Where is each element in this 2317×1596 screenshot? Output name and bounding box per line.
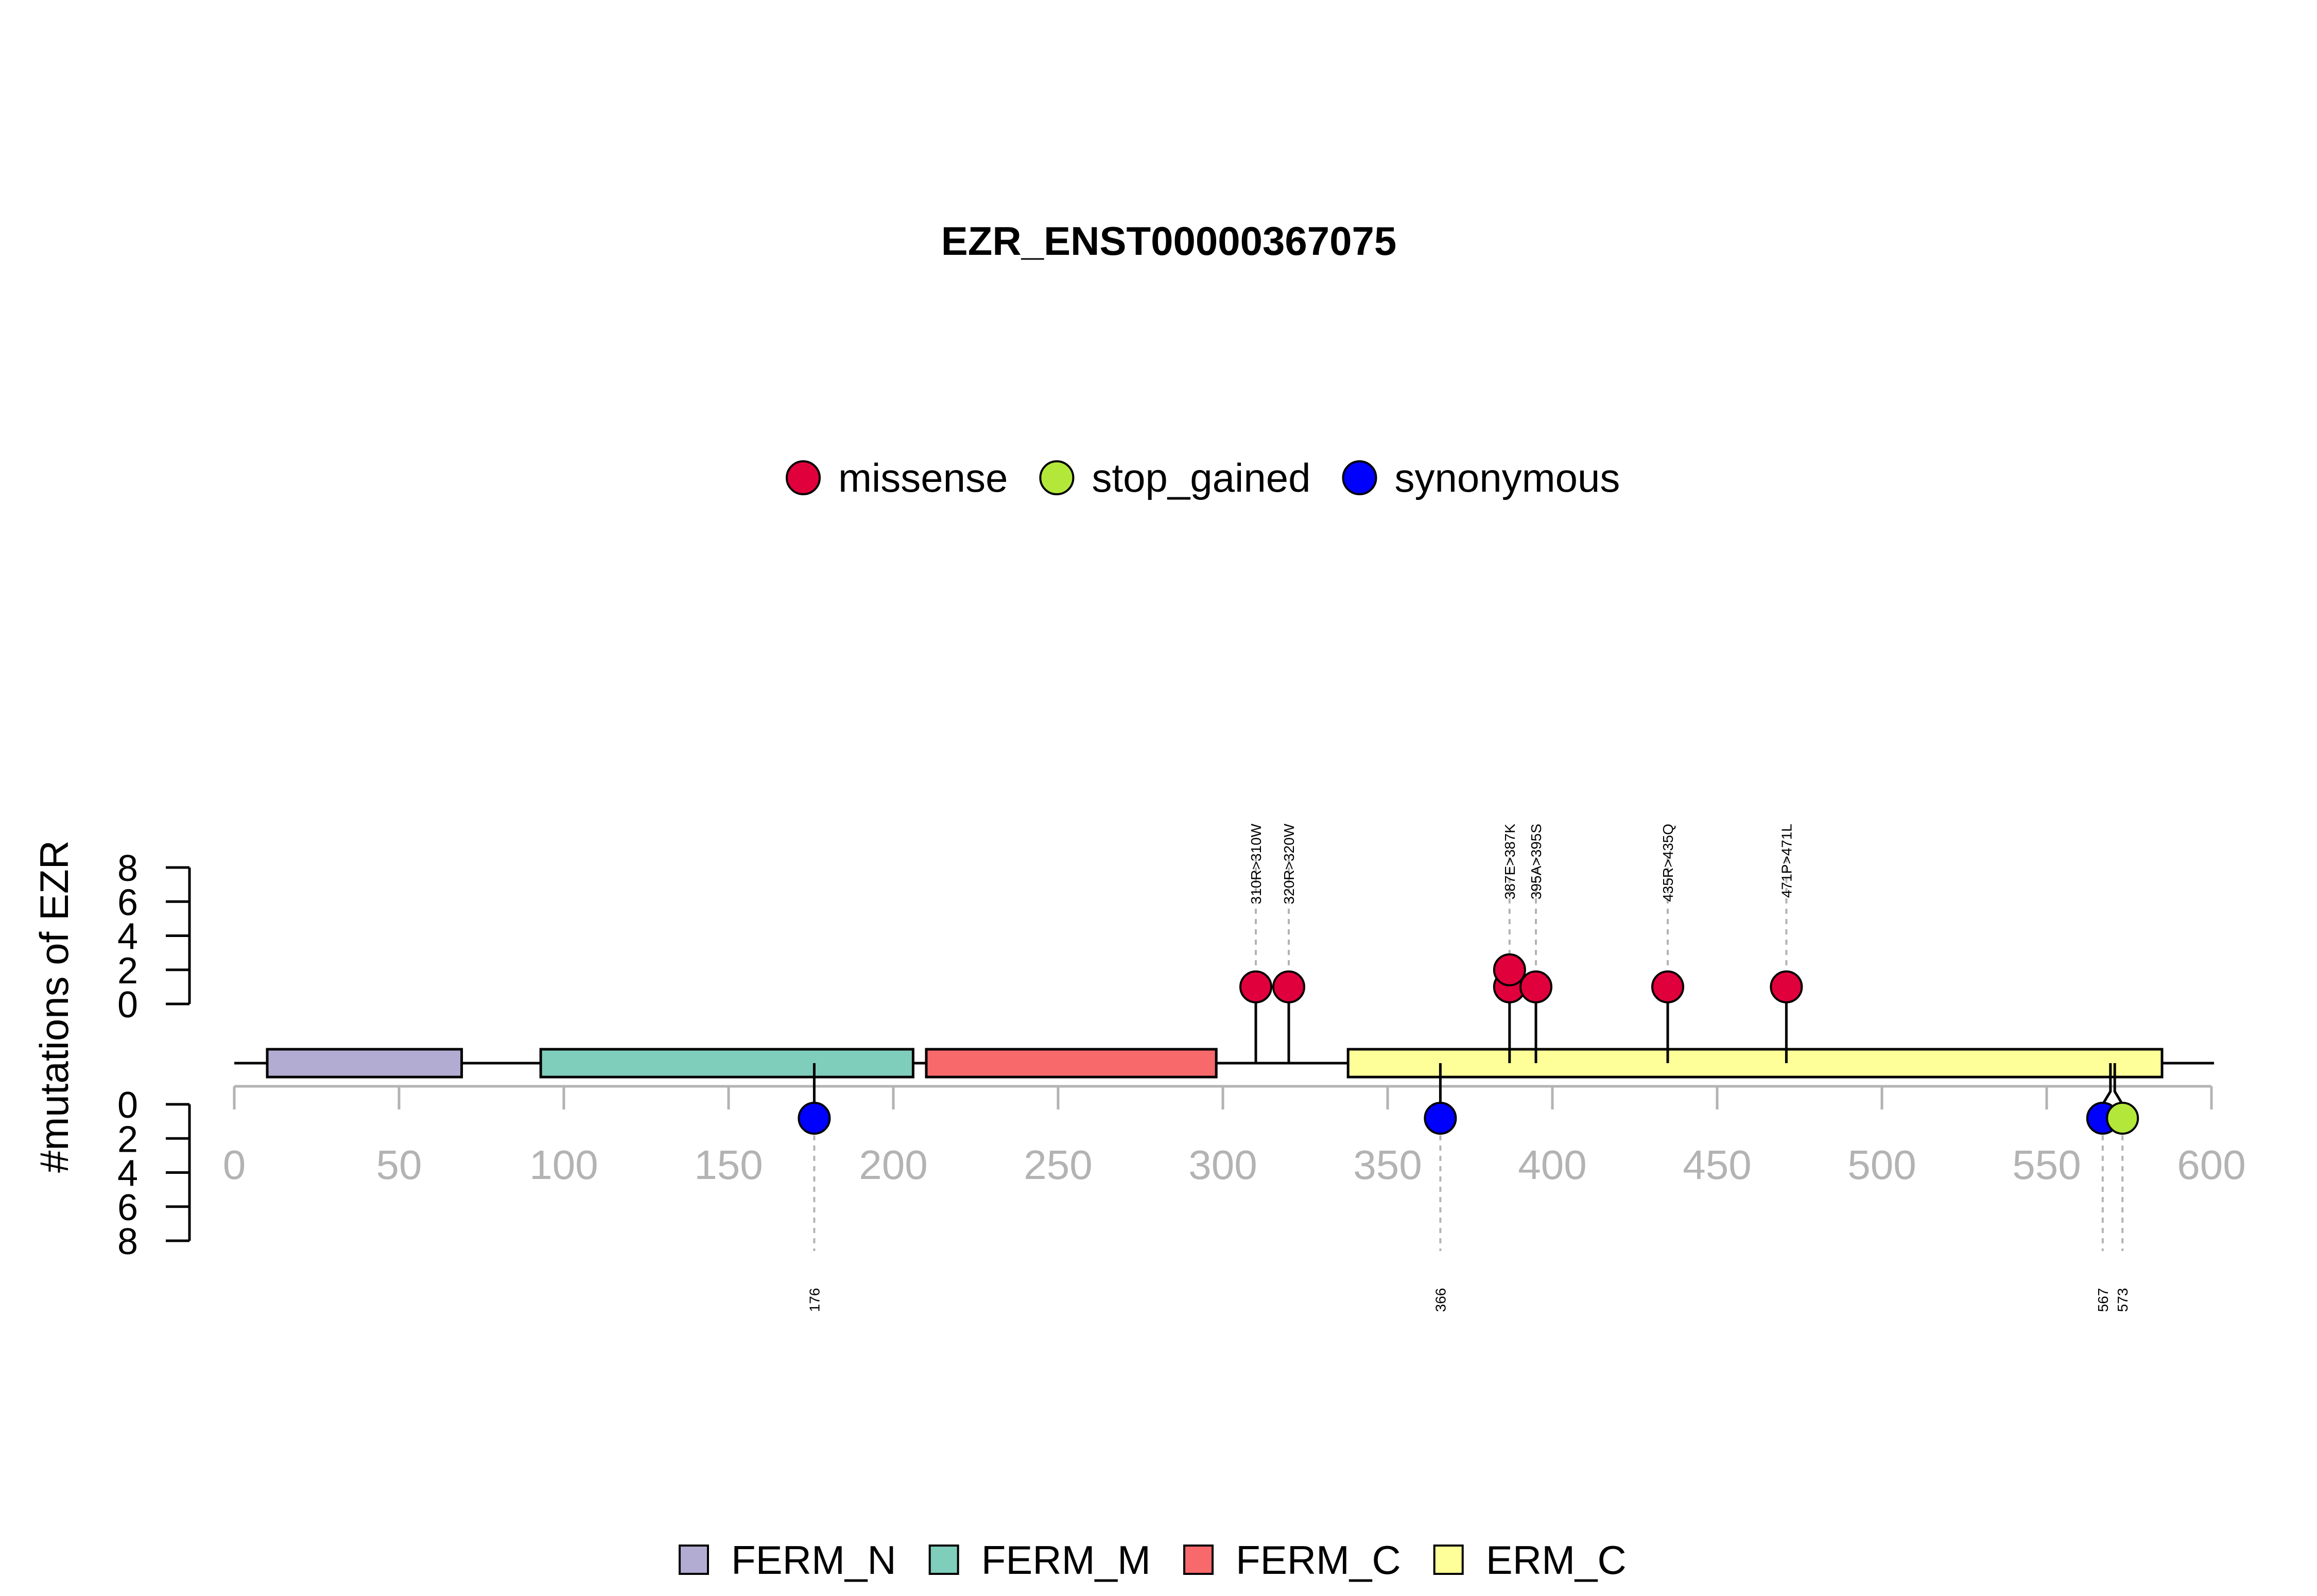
mutation-point-435-1 [1651, 970, 1684, 1003]
mutation-label-320: 320R>320W [1281, 823, 1297, 904]
x-tick-label-50: 50 [376, 1142, 422, 1188]
mutation-point-310-1 [1239, 970, 1272, 1003]
x-tick-label-350: 350 [1353, 1142, 1422, 1188]
domain-ERM_C [1346, 1048, 2164, 1079]
mutation-label-310: 310R>310W [1248, 823, 1264, 904]
x-tick-label-400: 400 [1518, 1142, 1586, 1188]
domain-legend: FERM_N FERM_M FERM_C ERM_C [679, 1537, 1627, 1583]
chart-title: EZR_ENST00000367075 [941, 218, 1397, 264]
mutation-point-366 [1424, 1102, 1457, 1135]
domain-FERM_C [925, 1048, 1218, 1079]
y-tick-label-bottom-2: 2 [117, 1119, 138, 1160]
y-tick-label-bottom-6: 6 [117, 1187, 138, 1228]
x-tick-label-100: 100 [529, 1142, 598, 1188]
legend-swatch-ERM_C [1433, 1545, 1464, 1575]
mutation-point-395-1 [1519, 970, 1552, 1003]
x-tick-label-450: 450 [1683, 1142, 1751, 1188]
x-tick-label-200: 200 [859, 1142, 927, 1188]
legend-swatch-FERM_C [1183, 1545, 1214, 1575]
mutation-label-176: 176 [806, 1288, 822, 1312]
x-axis: 0 50 100 150 200 250 300 350 400 450 500 550 600 [223, 1085, 2246, 1188]
legend-label-synonymous: synonymous [1395, 455, 1620, 500]
y-tick-label-top-4: 4 [117, 916, 138, 958]
legend-marker-missense [786, 460, 821, 495]
legend-label-FERM_C: FERM_C [1236, 1537, 1401, 1583]
x-tick-label-550: 550 [2012, 1142, 2081, 1188]
mutation-point-573 [2106, 1102, 2139, 1135]
mutation-label-435: 435R>435Q [1660, 824, 1676, 902]
legend-label-ERM_C: ERM_C [1486, 1537, 1627, 1583]
mutation-label-387: 387E>387K [1502, 824, 1518, 899]
mutation-legend: missense stop_gained synonymous [786, 455, 1620, 500]
mutation-point-387-2 [1493, 953, 1526, 986]
y-tick-label-bottom-8: 8 [117, 1221, 138, 1262]
mutation-point-176 [798, 1102, 831, 1135]
x-tick-label-0: 0 [223, 1142, 246, 1188]
mutation-label-395: 395A>395S [1528, 824, 1544, 899]
x-tick-label-300: 300 [1188, 1142, 1257, 1188]
mutation-label-471: 471P>471L [1778, 824, 1794, 898]
legend-marker-stop_gained [1039, 460, 1075, 495]
y-tick-label-top-2: 2 [117, 950, 138, 992]
x-tick-label-600: 600 [2177, 1142, 2245, 1188]
domain-FERM_M [539, 1048, 914, 1079]
x-tick-label-500: 500 [1847, 1142, 1916, 1188]
mutation-point-471-1 [1770, 970, 1803, 1003]
domain-FERM_N [266, 1048, 463, 1079]
legend-label-stop_gained: stop_gained [1092, 455, 1310, 500]
legend-marker-synonymous [1342, 460, 1377, 495]
y-tick-label-top-0: 0 [117, 984, 138, 1026]
mutation-point-320-1 [1272, 970, 1305, 1003]
x-tick-label-250: 250 [1024, 1142, 1092, 1188]
domain-boxes [266, 1048, 2164, 1079]
legend-swatch-FERM_N [679, 1545, 709, 1575]
legend-label-FERM_M: FERM_M [981, 1537, 1151, 1583]
mutation-label-573: 573 [2115, 1288, 2131, 1312]
mutation-label-366: 366 [1432, 1288, 1448, 1312]
y-tick-label-top-8: 8 [117, 848, 138, 889]
legend-label-FERM_N: FERM_N [731, 1537, 896, 1583]
mutation-lollipops: 310R>310W 320R>320W 387E>387K 395A>395S 435R… [798, 823, 2139, 1312]
y-tick-label-top-6: 6 [117, 882, 138, 923]
y-axis-label: #mutations of EZR [31, 840, 77, 1173]
legend-label-missense: missense [838, 455, 1008, 500]
mutation-label-567: 567 [2095, 1288, 2111, 1312]
legend-swatch-FERM_M [928, 1545, 959, 1575]
y-tick-label-bottom-0: 0 [117, 1085, 138, 1126]
mutation-guides [813, 857, 2124, 1251]
y-tick-label-bottom-4: 4 [117, 1153, 138, 1194]
x-tick-label-150: 150 [694, 1142, 763, 1188]
